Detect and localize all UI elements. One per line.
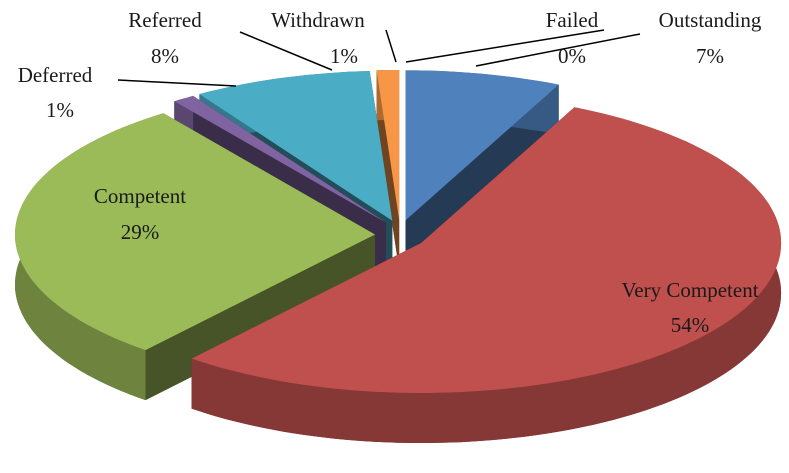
slice-label: Referred (128, 8, 202, 32)
leader-line (405, 29, 605, 63)
slice-value-label: 8% (151, 44, 179, 68)
slice-wall (191, 107, 782, 444)
leader-line (385, 29, 397, 63)
slice-value-label: 1% (330, 44, 358, 68)
slice-value-label: 29% (121, 220, 160, 244)
slice-label: Withdrawn (271, 8, 365, 32)
slice-value-label: 54% (671, 313, 710, 337)
slice-top (191, 107, 782, 394)
slice-label: Failed (546, 8, 599, 32)
slice-value-label: 7% (696, 44, 724, 68)
slice-value-label: 1% (46, 98, 74, 122)
leader-line (475, 33, 641, 67)
leader-line (117, 79, 237, 87)
slice-label: Outstanding (659, 8, 762, 32)
slice-top (199, 71, 393, 221)
slice-side (376, 70, 400, 270)
slice-top (15, 113, 375, 351)
pie-slice (191, 107, 782, 444)
slice-label: Deferred (18, 63, 93, 87)
slice-top (376, 70, 400, 220)
slice-top (174, 95, 386, 223)
slice-top (405, 70, 559, 221)
slice-label: Competent (94, 184, 186, 208)
leader-line (239, 31, 333, 71)
slice-value-label: 0% (558, 44, 586, 68)
slice-label: Very Competent (621, 278, 758, 302)
